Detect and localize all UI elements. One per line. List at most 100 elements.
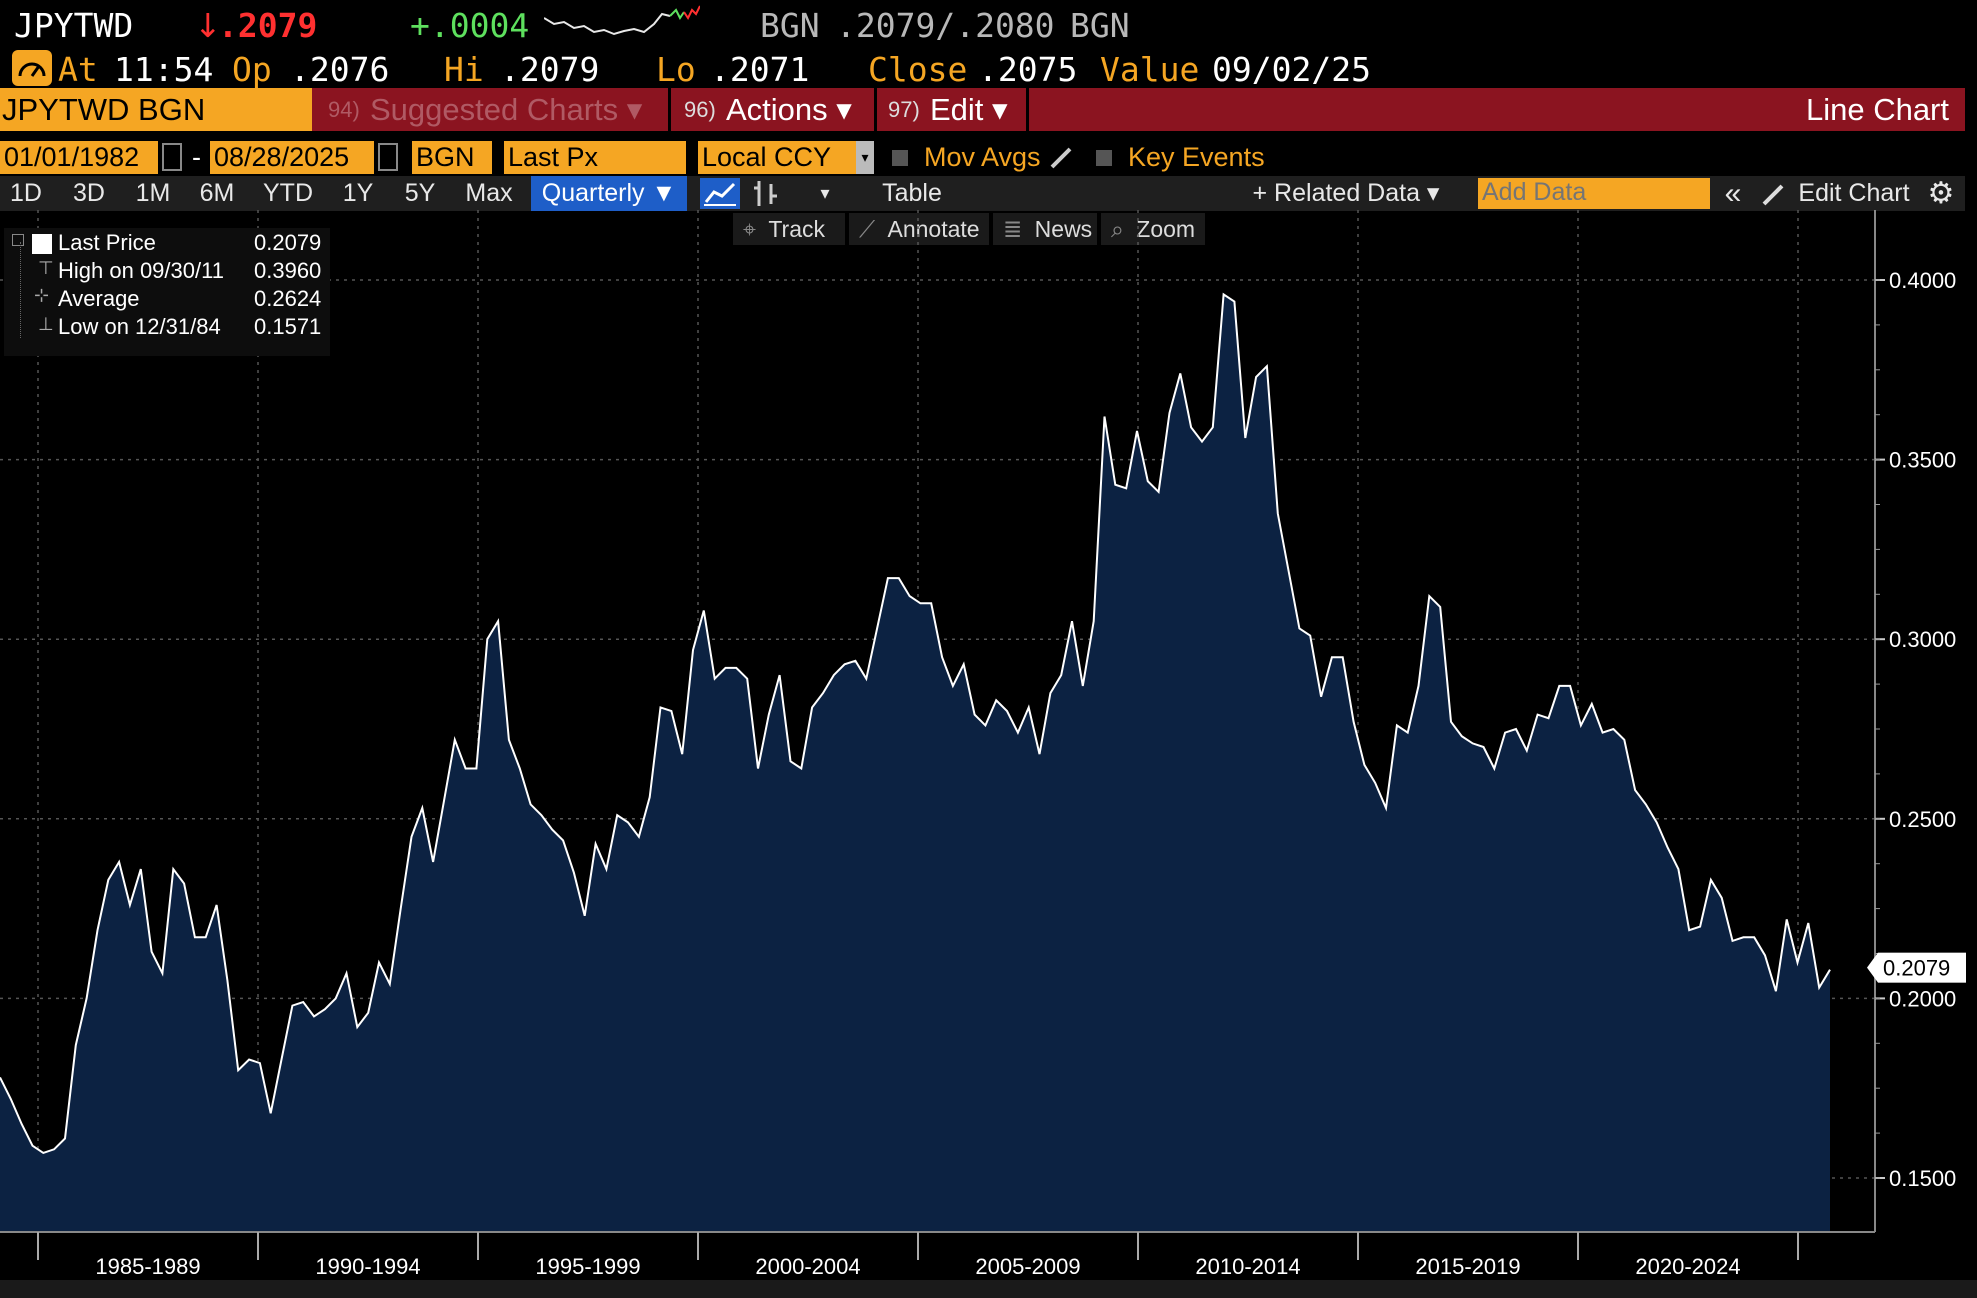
last-value-label: 0.2079 xyxy=(1883,956,1950,981)
ask-source: BGN xyxy=(1070,6,1130,45)
open-value: .2076 xyxy=(290,50,390,89)
last-value-tag xyxy=(1878,952,1966,983)
x-tick-label: 2015-2019 xyxy=(1415,1254,1520,1279)
series-line xyxy=(0,292,1831,1155)
quote-header-row: JPYTWD ↓ .2079 +.0004 BGN .2079/.2080 BG… xyxy=(0,4,1977,48)
collapse-icon[interactable]: « xyxy=(1724,177,1742,210)
value-date: 09/02/25 xyxy=(1212,50,1371,89)
high-label: Hi xyxy=(444,50,484,89)
legend-tree-line xyxy=(20,242,22,338)
at-time: 11:54 xyxy=(114,50,214,89)
collapse-icon[interactable] xyxy=(12,234,24,246)
series-swatch xyxy=(32,234,52,254)
high-marker-icon: ⊤ xyxy=(38,258,54,278)
range-1d[interactable]: 1D xyxy=(10,179,42,207)
x-tick-label: 1995-1999 xyxy=(535,1254,640,1279)
calendar-icon[interactable] xyxy=(162,143,182,171)
annotate-icon: ⟋ xyxy=(859,216,876,242)
news-icon: ≣ xyxy=(1003,216,1023,242)
price-field[interactable]: Last Px xyxy=(504,141,686,174)
price-chart[interactable]: 0.1500 0.2000 0.2500 0.3000 0.3500 0.4000 1985… xyxy=(0,210,1977,1280)
currency-select[interactable]: Local CCY xyxy=(698,141,856,174)
add-data-input[interactable] xyxy=(1478,178,1710,209)
last-price: .2079 xyxy=(218,6,318,45)
security-field[interactable]: JPYTWD BGN Curncy xyxy=(0,88,312,170)
track-tool[interactable]: ⌖ Track xyxy=(733,213,845,245)
legend-high-value: 0.3960 xyxy=(254,258,322,283)
table-button[interactable]: Table xyxy=(882,179,942,207)
news-tool[interactable]: ≣ News xyxy=(993,213,1097,245)
related-data-menu[interactable]: + Related Data ▾ xyxy=(1252,179,1440,207)
x-tick-label: 2005-2009 xyxy=(975,1254,1080,1279)
add-data-field[interactable] xyxy=(1478,178,1710,207)
annotate-tool[interactable]: ⟋ Annotate xyxy=(849,213,989,245)
quote-stats-row: At 11:54 Op .2076 Hi .2079 Lo .2071 Clos… xyxy=(0,48,1977,92)
legend-low-label: Low on 12/31/84 xyxy=(58,314,221,339)
period-select[interactable]: Quarterly ▼ xyxy=(531,176,687,211)
series-area xyxy=(0,294,1830,1232)
range-ytd[interactable]: YTD xyxy=(263,179,313,207)
range-1y[interactable]: 1Y xyxy=(342,179,374,207)
line-chart-icon[interactable] xyxy=(700,178,740,209)
last-value-tag-pointer xyxy=(1867,952,1878,983)
close-label: Close xyxy=(868,50,968,89)
actions-menu[interactable]: Actions ▾ xyxy=(726,92,852,127)
range-max[interactable]: Max xyxy=(465,179,513,207)
pencil-icon[interactable] xyxy=(1048,145,1074,171)
actions-num: 96) xyxy=(684,97,716,122)
y-tick-label: 0.2500 xyxy=(1889,807,1956,832)
zoom-label: Zoom xyxy=(1136,216,1196,242)
mov-avgs-checkbox[interactable] xyxy=(892,150,908,166)
date-range-dash: - xyxy=(192,142,201,172)
source-field[interactable]: BGN xyxy=(412,141,492,174)
legend-high-label: High on 09/30/11 xyxy=(58,258,224,283)
key-events-label: Key Events xyxy=(1128,142,1265,172)
end-date-field[interactable]: 08/28/2025 xyxy=(210,141,374,174)
key-events-checkbox[interactable] xyxy=(1096,150,1112,166)
range-6m[interactable]: 6M xyxy=(199,179,235,207)
average-marker-icon: ⊹ xyxy=(34,285,50,305)
range-3d[interactable]: 3D xyxy=(73,179,105,207)
calendar-icon[interactable] xyxy=(378,143,398,171)
edit-num: 97) xyxy=(888,97,920,122)
suggested-charts-num: 94) xyxy=(328,97,360,122)
legend-low-value: 0.1571 xyxy=(254,314,322,339)
candlestick-icon[interactable] xyxy=(750,178,780,209)
low-value: .2071 xyxy=(710,50,810,89)
chevron-down-icon[interactable]: ▾ xyxy=(820,183,830,203)
x-tick-label: 1985-1989 xyxy=(95,1254,200,1279)
edit-menu[interactable]: Edit ▾ xyxy=(930,92,1008,127)
low-label: Lo xyxy=(656,50,696,89)
suggested-charts-menu[interactable]: Suggested Charts ▾ xyxy=(370,92,643,127)
gauge-icon[interactable] xyxy=(12,50,52,86)
pencil-icon[interactable] xyxy=(1760,182,1786,208)
legend-average-label: Average xyxy=(58,286,140,311)
zoom-tool[interactable]: ⌕ Zoom xyxy=(1101,213,1205,245)
range-1m[interactable]: 1M xyxy=(135,179,171,207)
x-tick-label: 2000-2004 xyxy=(755,1254,860,1279)
y-tick-label: 0.4000 xyxy=(1889,268,1956,293)
gear-icon[interactable]: ⚙ xyxy=(1927,177,1955,210)
chart-type-label: Line Chart xyxy=(1805,92,1949,127)
edit-chart-button[interactable]: Edit Chart xyxy=(1798,179,1910,207)
y-tick-label: 0.1500 xyxy=(1889,1166,1956,1191)
high-value: .2079 xyxy=(500,50,600,89)
status-bar xyxy=(0,1280,1977,1298)
sparkline xyxy=(544,5,700,36)
down-arrow-icon: ↓ xyxy=(194,6,222,45)
legend-last-label: Last Price xyxy=(58,230,156,255)
x-tick-label: 1990-1994 xyxy=(315,1254,420,1279)
y-tick-label: 0.2000 xyxy=(1889,986,1956,1011)
range-5y[interactable]: 5Y xyxy=(404,179,436,207)
track-label: Track xyxy=(768,216,825,242)
value-label: Value xyxy=(1100,50,1200,89)
chevron-down-icon[interactable]: ▾ xyxy=(856,141,874,174)
close-value: .2075 xyxy=(978,50,1078,89)
search-icon: ⌕ xyxy=(1111,216,1124,242)
bid-ask: .2079/.2080 xyxy=(836,6,1055,45)
start-date-field[interactable]: 01/01/1982 xyxy=(0,141,158,174)
bid-source: BGN xyxy=(760,6,820,45)
y-tick-label: 0.3000 xyxy=(1889,627,1956,652)
open-label: Op xyxy=(232,50,272,89)
crosshair-icon: ⌖ xyxy=(743,216,756,242)
